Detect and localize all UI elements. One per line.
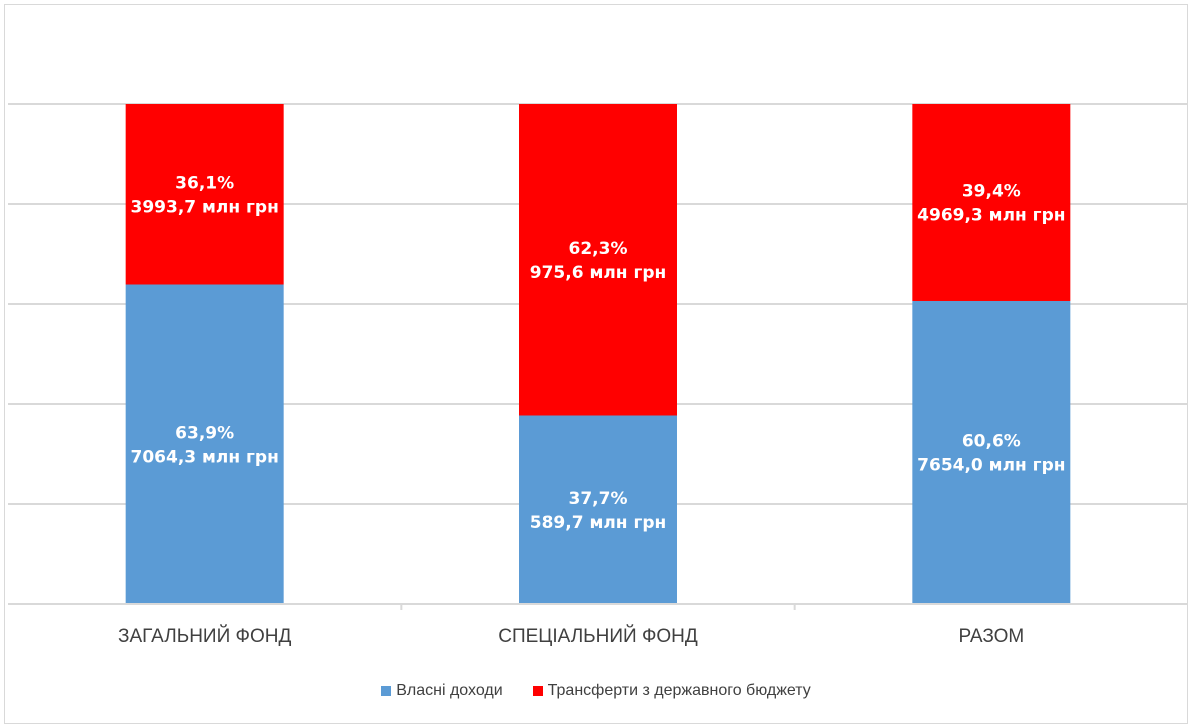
- data-label: 7064,3 млн грн: [131, 447, 279, 467]
- x-axis: ЗАГАЛЬНИЙ ФОНД СПЕЦІАЛЬНИЙ ФОНД РАЗОМ: [8, 603, 1188, 647]
- data-label: 63,9%: [175, 423, 234, 443]
- bar-segment-own-revenue: [912, 301, 1071, 604]
- bar-segment-transfers: [519, 104, 677, 416]
- x-tick-label: РАЗОМ: [958, 626, 1024, 647]
- data-label: 7654,0 млн грн: [917, 456, 1065, 476]
- legend-label-own-revenue: Власні доходи: [396, 682, 503, 699]
- x-tick-label: ЗАГАЛЬНИЙ ФОНД: [118, 625, 291, 647]
- data-label: 60,6%: [962, 432, 1021, 452]
- bar-segment-transfers: [912, 104, 1071, 301]
- data-label: 36,1%: [175, 173, 234, 193]
- data-label: 62,3%: [569, 239, 628, 259]
- data-label: 975,6 млн грн: [530, 263, 667, 283]
- legend-item-own-revenue: Власні доходи: [381, 682, 503, 700]
- data-label: 3993,7 млн грн: [131, 197, 279, 217]
- data-label: 39,4%: [962, 182, 1021, 202]
- bar-segment-transfers: [125, 104, 284, 285]
- legend: Власні доходи Трансферти з державного бю…: [0, 682, 1192, 700]
- bars: [125, 104, 1071, 604]
- data-label: 37,7%: [569, 489, 628, 509]
- x-tick-label: СПЕЦІАЛЬНИЙ ФОНД: [498, 625, 698, 647]
- data-label: 4969,3 млн грн: [917, 206, 1065, 226]
- legend-swatch-own-revenue: [381, 686, 392, 696]
- legend-swatch-transfers: [532, 686, 543, 696]
- data-labels: 63,9% 7064,3 млн грн 36,1% 3993,7 млн грн 37…: [131, 173, 1066, 533]
- bar-segment-own-revenue: [519, 415, 677, 604]
- data-label: 589,7 млн грн: [530, 513, 667, 533]
- legend-item-transfers: Трансферти з державного бюджету: [532, 682, 811, 700]
- bar-segment-own-revenue: [125, 284, 284, 604]
- legend-label-transfers: Трансферти з державного бюджету: [547, 682, 811, 699]
